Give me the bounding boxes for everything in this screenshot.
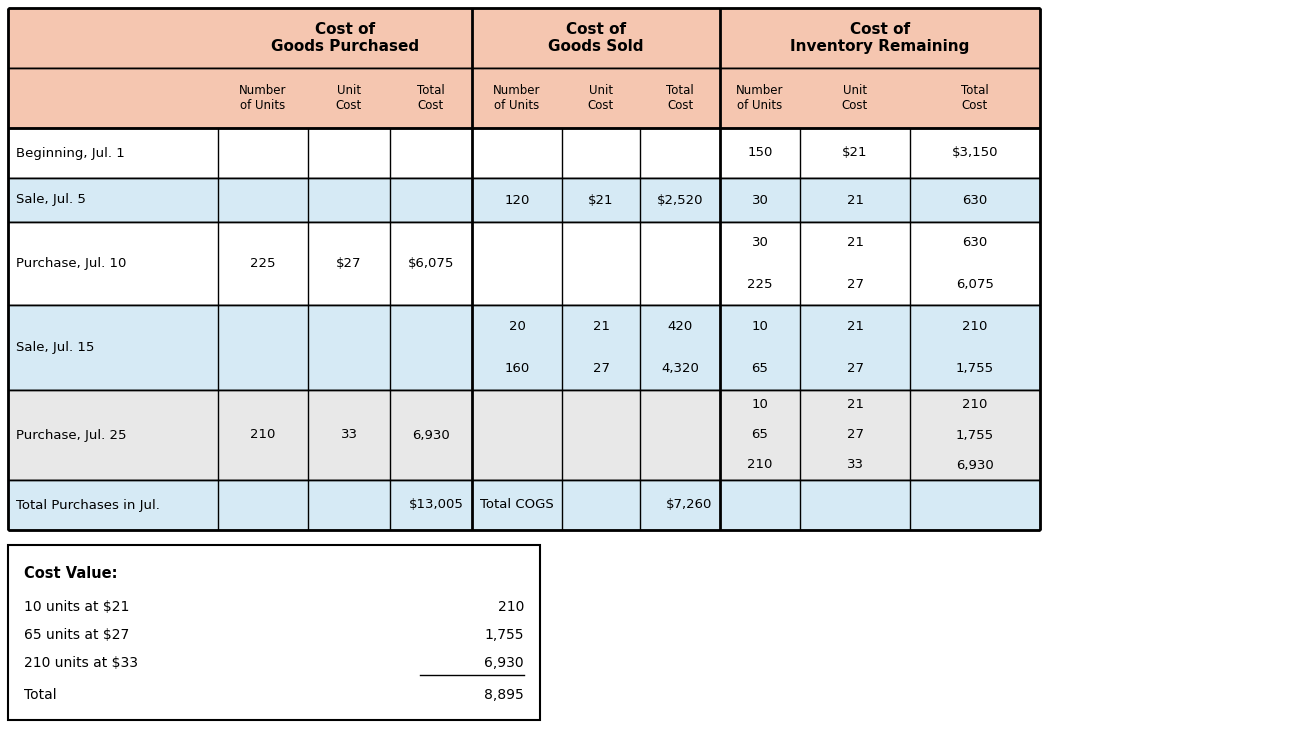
Text: 20: 20 <box>508 320 525 333</box>
Text: 1,755: 1,755 <box>485 628 524 642</box>
Text: Number
of Units: Number of Units <box>493 84 541 112</box>
Text: Purchase, Jul. 10: Purchase, Jul. 10 <box>16 257 126 270</box>
Text: 630: 630 <box>962 194 988 207</box>
Bar <box>8 68 1040 128</box>
Text: 225: 225 <box>250 257 276 270</box>
Text: Unit
Cost: Unit Cost <box>335 84 363 112</box>
Text: Cost Value:: Cost Value: <box>23 565 117 581</box>
Text: 27: 27 <box>846 278 863 291</box>
Text: 27: 27 <box>846 429 863 441</box>
Text: 6,930: 6,930 <box>412 429 450 441</box>
Text: Cost of
Goods Sold: Cost of Goods Sold <box>549 22 644 54</box>
Text: 210: 210 <box>251 429 276 441</box>
Text: 420: 420 <box>667 320 693 333</box>
Text: 1,755: 1,755 <box>956 362 994 375</box>
Text: 30: 30 <box>751 236 768 249</box>
Text: 21: 21 <box>846 194 863 207</box>
Text: 21: 21 <box>593 320 610 333</box>
Bar <box>8 390 1040 480</box>
Text: 10: 10 <box>751 399 768 411</box>
Text: Total: Total <box>23 688 57 702</box>
Text: Sale, Jul. 5: Sale, Jul. 5 <box>16 194 86 207</box>
Text: $21: $21 <box>842 147 868 160</box>
Text: $2,520: $2,520 <box>656 194 703 207</box>
Text: 27: 27 <box>593 362 610 375</box>
Text: 120: 120 <box>504 194 529 207</box>
Bar <box>8 222 1040 305</box>
Text: 225: 225 <box>747 278 772 291</box>
Text: 65 units at $27: 65 units at $27 <box>23 628 129 642</box>
Text: 630: 630 <box>962 236 988 249</box>
Text: 210: 210 <box>962 399 988 411</box>
Text: 21: 21 <box>846 399 863 411</box>
Text: 10: 10 <box>751 320 768 333</box>
Text: 4,320: 4,320 <box>662 362 699 375</box>
Text: Unit
Cost: Unit Cost <box>842 84 868 112</box>
Text: 160: 160 <box>504 362 529 375</box>
Text: 150: 150 <box>747 147 772 160</box>
Text: 1,755: 1,755 <box>956 429 994 441</box>
Text: 65: 65 <box>751 362 768 375</box>
Text: 210 units at $33: 210 units at $33 <box>23 656 138 670</box>
Text: 10 units at $21: 10 units at $21 <box>23 600 130 614</box>
Text: 65: 65 <box>751 429 768 441</box>
Text: $13,005: $13,005 <box>410 498 464 512</box>
Text: 6,930: 6,930 <box>956 459 994 471</box>
Text: 21: 21 <box>846 236 863 249</box>
Text: Purchase, Jul. 25: Purchase, Jul. 25 <box>16 429 126 441</box>
Bar <box>8 8 1040 68</box>
Text: $7,260: $7,260 <box>666 498 712 512</box>
Text: Cost of
Goods Purchased: Cost of Goods Purchased <box>270 22 419 54</box>
Text: Total Purchases in Jul.: Total Purchases in Jul. <box>16 498 160 512</box>
Text: $6,075: $6,075 <box>408 257 454 270</box>
Text: Total
Cost: Total Cost <box>666 84 694 112</box>
Text: 30: 30 <box>751 194 768 207</box>
Text: Beginning, Jul. 1: Beginning, Jul. 1 <box>16 147 125 160</box>
Text: 33: 33 <box>846 459 863 471</box>
Text: Number
of Units: Number of Units <box>736 84 784 112</box>
Text: 6,930: 6,930 <box>485 656 524 670</box>
Text: Total COGS: Total COGS <box>480 498 554 512</box>
Text: 8,895: 8,895 <box>484 688 524 702</box>
Text: $3,150: $3,150 <box>952 147 998 160</box>
Text: 21: 21 <box>846 320 863 333</box>
Text: Sale, Jul. 15: Sale, Jul. 15 <box>16 341 95 354</box>
Bar <box>8 128 1040 178</box>
Bar <box>8 545 539 720</box>
Text: Total
Cost: Total Cost <box>417 84 445 112</box>
Text: 33: 33 <box>341 429 358 441</box>
Text: Cost of
Inventory Remaining: Cost of Inventory Remaining <box>790 22 970 54</box>
Text: 210: 210 <box>747 459 772 471</box>
Text: Total
Cost: Total Cost <box>961 84 989 112</box>
Text: 27: 27 <box>846 362 863 375</box>
Text: 210: 210 <box>498 600 524 614</box>
Bar <box>8 305 1040 390</box>
Text: $21: $21 <box>588 194 614 207</box>
Bar <box>8 480 1040 530</box>
Text: Unit
Cost: Unit Cost <box>588 84 614 112</box>
Text: 6,075: 6,075 <box>956 278 994 291</box>
Text: 210: 210 <box>962 320 988 333</box>
Text: $27: $27 <box>337 257 361 270</box>
Text: Number
of Units: Number of Units <box>239 84 287 112</box>
Bar <box>8 178 1040 222</box>
